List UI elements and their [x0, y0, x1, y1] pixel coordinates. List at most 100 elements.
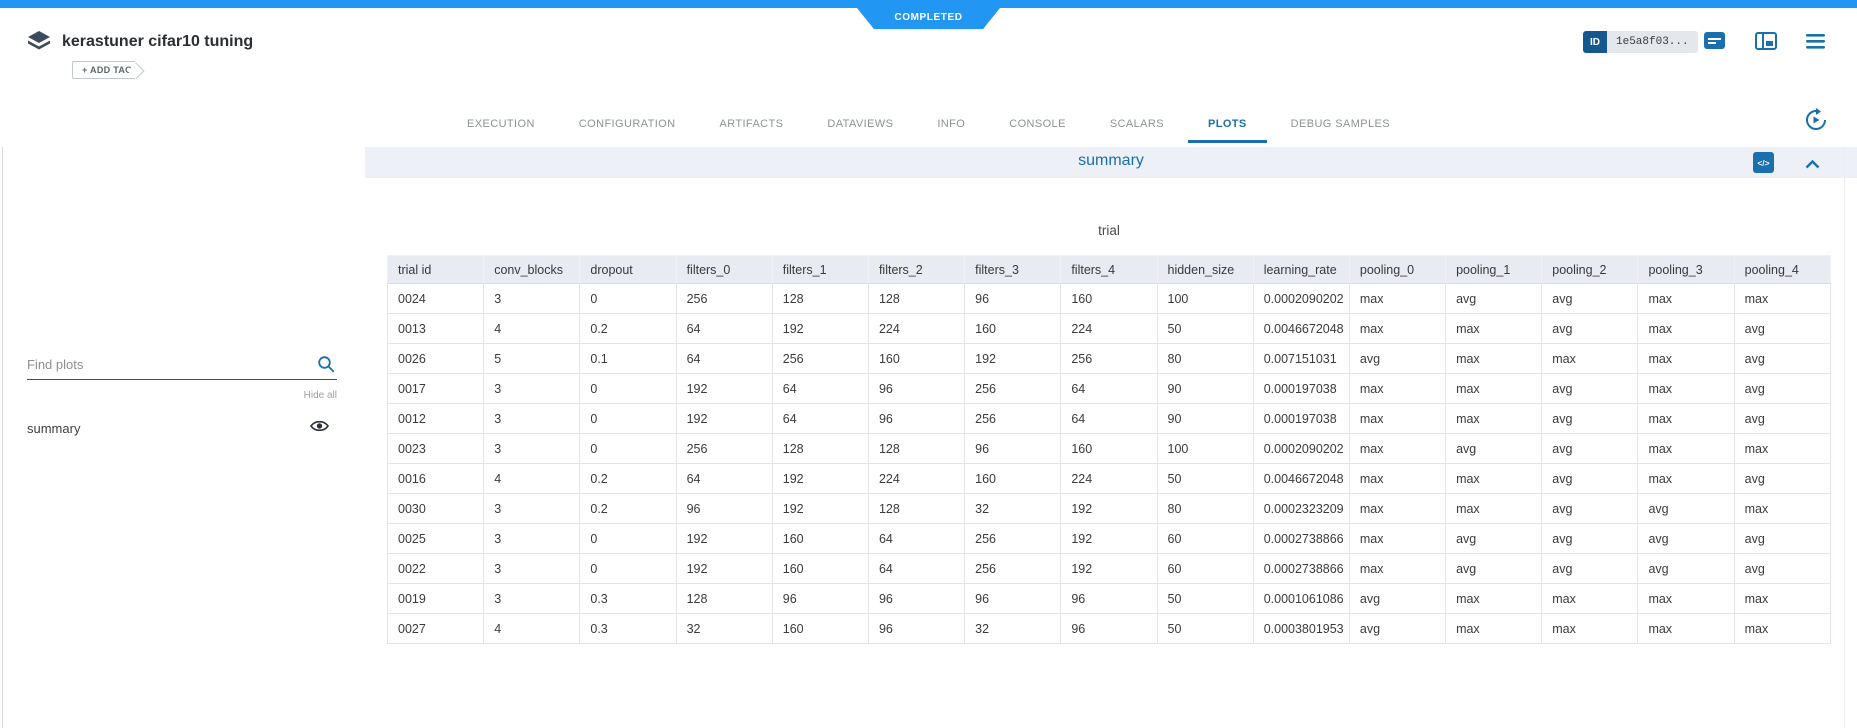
- column-header-learning-rate: learning_rate: [1252, 255, 1350, 284]
- tab-scalars[interactable]: SCALARS: [1109, 118, 1164, 130]
- table-cell: 3: [483, 583, 581, 614]
- table-cell: 32: [964, 493, 1062, 524]
- table-cell: avg: [1733, 403, 1832, 434]
- table-cell: 3: [483, 433, 581, 464]
- add-tag-button[interactable]: + ADD TAG: [72, 61, 136, 79]
- tab-info[interactable]: INFO: [937, 118, 966, 130]
- table-cell: max: [1348, 523, 1447, 554]
- table-cell: 64: [675, 343, 773, 374]
- table-cell: 192: [675, 373, 773, 404]
- table-cell: max: [1348, 283, 1447, 314]
- table-cell: 256: [771, 343, 869, 374]
- table-cell: 192: [771, 313, 869, 344]
- table-cell: 4: [483, 613, 581, 644]
- table-cell: 90: [1156, 373, 1254, 404]
- table-cell: 0.000197038: [1252, 403, 1350, 434]
- sidebar-item-summary[interactable]: summary: [27, 415, 337, 441]
- table-cell: 0.1: [579, 343, 677, 374]
- table-row: 0023 3 0 256 128 128 96 160 100 0.0002090202 max av…: [386, 433, 1832, 464]
- table-cell: avg: [1637, 553, 1735, 584]
- table-cell: 64: [867, 523, 966, 554]
- table-cell: 0024: [386, 283, 485, 314]
- column-header-pooling-3: pooling_3: [1637, 255, 1735, 284]
- table-cell: 0017: [386, 373, 485, 404]
- sidebar-splitter[interactable]: [2, 147, 3, 728]
- plot-panel-title[interactable]: summary: [1078, 152, 1144, 169]
- table-cell: 128: [771, 283, 869, 314]
- table-cell: max: [1348, 493, 1447, 524]
- table-cell: 3: [483, 493, 581, 524]
- table-cell: max: [1348, 433, 1447, 464]
- tab-console[interactable]: CONSOLE: [1009, 118, 1066, 130]
- table-row: 0016 4 0.2 64 192 224 160 224 50 0.0046672048 max m…: [386, 463, 1832, 494]
- table-cell: 0.0001061086: [1252, 583, 1350, 614]
- table-cell: avg: [1541, 523, 1639, 554]
- table-cell: 0022: [386, 553, 485, 584]
- search-input[interactable]: [27, 350, 307, 378]
- table-cell: 256: [675, 433, 773, 464]
- panel-layout-icon[interactable]: [1755, 32, 1777, 55]
- experiment-id-badge[interactable]: ID 1e5a8f03...: [1583, 31, 1698, 53]
- chevron-up-icon[interactable]: [1805, 156, 1820, 174]
- table-cell: 32: [675, 613, 773, 644]
- table-cell: 0.000197038: [1252, 373, 1350, 404]
- table-cell: max: [1445, 313, 1543, 344]
- table-cell: max: [1541, 583, 1639, 614]
- plot-item-label: summary: [27, 420, 81, 436]
- table-cell: 160: [964, 463, 1062, 494]
- trial-table: trial id conv_blocks dropout filters_0 filte…: [386, 255, 1832, 644]
- table-cell: 256: [1060, 343, 1158, 374]
- hide-all-link[interactable]: Hide all: [303, 390, 337, 401]
- table-cell: 3: [483, 283, 581, 314]
- table-cell: 4: [483, 463, 581, 494]
- table-cell: 32: [964, 613, 1062, 644]
- table-cell: max: [1637, 433, 1735, 464]
- table-cell: max: [1445, 373, 1543, 404]
- table-cell: avg: [1541, 463, 1639, 494]
- table-cell: 64: [1060, 403, 1158, 434]
- table-cell: 192: [771, 463, 869, 494]
- table-cell: avg: [1541, 313, 1639, 344]
- table-cell: 0.0046672048: [1252, 463, 1350, 494]
- table-cell: max: [1445, 403, 1543, 434]
- table-cell: avg: [1733, 373, 1832, 404]
- scrollbar-track[interactable]: [1844, 147, 1845, 728]
- tab-configuration[interactable]: CONFIGURATION: [578, 118, 676, 130]
- table-cell: max: [1637, 343, 1735, 374]
- table-row: 0013 4 0.2 64 192 224 160 224 50 0.0046672048 max m…: [386, 313, 1832, 344]
- search-icon[interactable]: [317, 355, 335, 378]
- menu-icon[interactable]: [1806, 34, 1825, 54]
- embed-code-icon[interactable]: </>: [1753, 152, 1774, 173]
- id-value[interactable]: 1e5a8f03...: [1607, 31, 1698, 53]
- visibility-eye-icon[interactable]: [310, 419, 329, 438]
- table-cell: avg: [1733, 343, 1832, 374]
- table-cell: max: [1445, 493, 1543, 524]
- table-cell: max: [1445, 583, 1543, 614]
- table-cell: max: [1445, 613, 1543, 644]
- tab-dataviews[interactable]: DATAVIEWS: [827, 118, 894, 130]
- tab-artifacts[interactable]: ARTIFACTS: [719, 118, 784, 130]
- table-cell: max: [1445, 343, 1543, 374]
- table-cell: 192: [964, 343, 1062, 374]
- column-header-pooling-0: pooling_0: [1348, 255, 1447, 284]
- table-cell: avg: [1348, 613, 1447, 644]
- table-cell: 96: [867, 373, 966, 404]
- table-cell: 5: [483, 343, 581, 374]
- tab-debug-samples[interactable]: DEBUG SAMPLES: [1290, 118, 1390, 130]
- table-cell: 90: [1156, 403, 1254, 434]
- table-cell: max: [1445, 463, 1543, 494]
- table-cell: 0.0002738866: [1252, 553, 1350, 584]
- table-cell: max: [1348, 463, 1447, 494]
- table-cell: 128: [867, 283, 966, 314]
- tab-plots[interactable]: PLOTS: [1186, 104, 1269, 144]
- column-header-filters-2: filters_2: [867, 255, 966, 284]
- auto-refresh-icon[interactable]: [1804, 108, 1828, 137]
- table-cell: 96: [1060, 613, 1158, 644]
- experiment-title: kerastuner cifar10 tuning: [62, 33, 254, 50]
- table-row: 0030 3 0.2 96 192 128 32 192 80 0.0002323209 max ma…: [386, 493, 1832, 524]
- table-cell: max: [1637, 583, 1735, 614]
- tab-execution[interactable]: EXECUTION: [467, 118, 535, 130]
- table-cell: avg: [1445, 283, 1543, 314]
- description-icon[interactable]: [1704, 32, 1725, 56]
